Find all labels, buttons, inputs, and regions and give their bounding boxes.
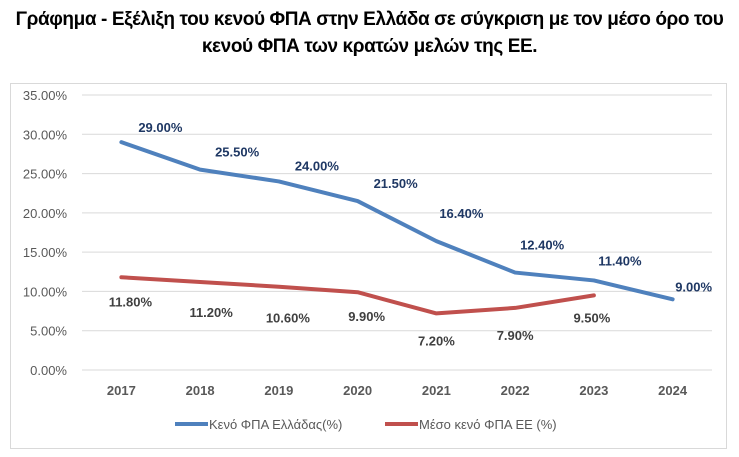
x-tick-label: 2022: [501, 383, 530, 398]
title-line-2: κενού ΦΠΑ των κρατών μελών της ΕΕ.: [201, 36, 538, 57]
x-tick-label: 2017: [107, 383, 136, 398]
data-label: 12.40%: [520, 238, 565, 253]
x-tick-label: 2020: [343, 383, 372, 398]
y-tick-label: 25.00%: [23, 167, 68, 182]
y-tick-label: 0.00%: [30, 363, 67, 378]
data-label: 11.20%: [189, 305, 233, 320]
y-tick-label: 5.00%: [30, 324, 67, 339]
title-line-1: Γράφημα - Εξέλιξη του κενού ΦΠΑ στην Ελλ…: [15, 9, 724, 30]
data-label: 9.50%: [573, 310, 610, 325]
data-label: 29.00%: [138, 120, 183, 135]
x-tick-label: 2024: [658, 383, 688, 398]
y-tick-label: 10.00%: [23, 284, 68, 299]
x-tick-label: 2019: [264, 383, 293, 398]
x-tick-label: 2021: [422, 383, 451, 398]
legend-label: Μέσο κενό ΦΠΑ ΕΕ (%): [419, 417, 557, 432]
y-tick-label: 15.00%: [23, 245, 68, 260]
data-label: 24.00%: [295, 158, 340, 173]
y-tick-label: 30.00%: [23, 127, 68, 142]
chart-frame: [10, 83, 727, 449]
data-label: 9.90%: [348, 309, 385, 324]
y-tick-label: 20.00%: [23, 206, 68, 221]
data-label: 7.90%: [497, 328, 534, 343]
data-label: 10.60%: [266, 311, 311, 326]
data-label: 25.50%: [215, 145, 260, 160]
data-label: 16.40%: [439, 206, 484, 221]
y-tick-label: 35.00%: [23, 88, 68, 103]
data-label: 21.50%: [374, 176, 419, 191]
data-label: 11.80%: [109, 294, 153, 309]
x-tick-label: 2018: [186, 383, 215, 398]
series-line-greece: [119, 140, 675, 302]
chart-title: Γράφημα - Εξέλιξη του κενού ΦΠΑ στην Ελλ…: [0, 6, 739, 60]
data-label: 7.20%: [418, 333, 455, 348]
data-label: 11.40%: [598, 253, 642, 268]
legend-label: Κενό ΦΠΑ Ελλάδας(%): [209, 417, 342, 432]
x-tick-label: 2023: [579, 383, 608, 398]
data-label: 9.00%: [675, 279, 712, 294]
